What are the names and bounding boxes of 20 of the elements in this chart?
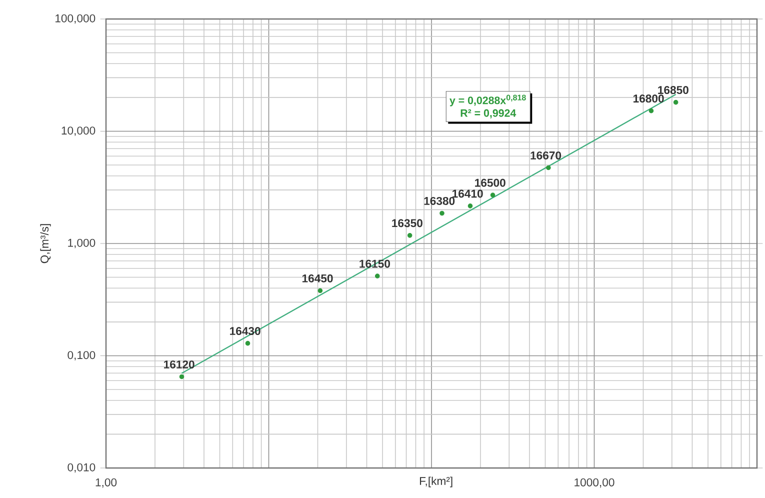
annotation: 16500 [475, 178, 506, 187]
annotation: 16450 [302, 274, 333, 282]
x-tick-label: 1,00 [96, 478, 117, 488]
y-tick-label: 1,000 [68, 238, 96, 248]
y-tick-label: 0,010 [68, 463, 96, 473]
annotation: 16380 [424, 196, 455, 205]
annotation: y = 0,0288x$^{0,818}$ [450, 94, 526, 106]
x-axis-title: F,[km²] [420, 476, 452, 488]
annotation: R² = 0,9924 [460, 109, 516, 118]
annotation: 16800 [634, 94, 664, 103]
annotation: 16670 [530, 151, 562, 160]
x-tick-label: 1000,00 [574, 478, 614, 488]
y-tick-label: 10,000 [62, 126, 96, 136]
y-tick-label: 100,000 [56, 14, 96, 24]
y-axis-title: Q,[m³/s] [40, 224, 51, 264]
annotation: 16120 [164, 360, 194, 368]
annotation: 16350 [392, 219, 422, 228]
annotation: 16850 [658, 86, 688, 94]
y-tick-label: 0,100 [68, 351, 96, 360]
annotation: 16410 [452, 190, 483, 198]
